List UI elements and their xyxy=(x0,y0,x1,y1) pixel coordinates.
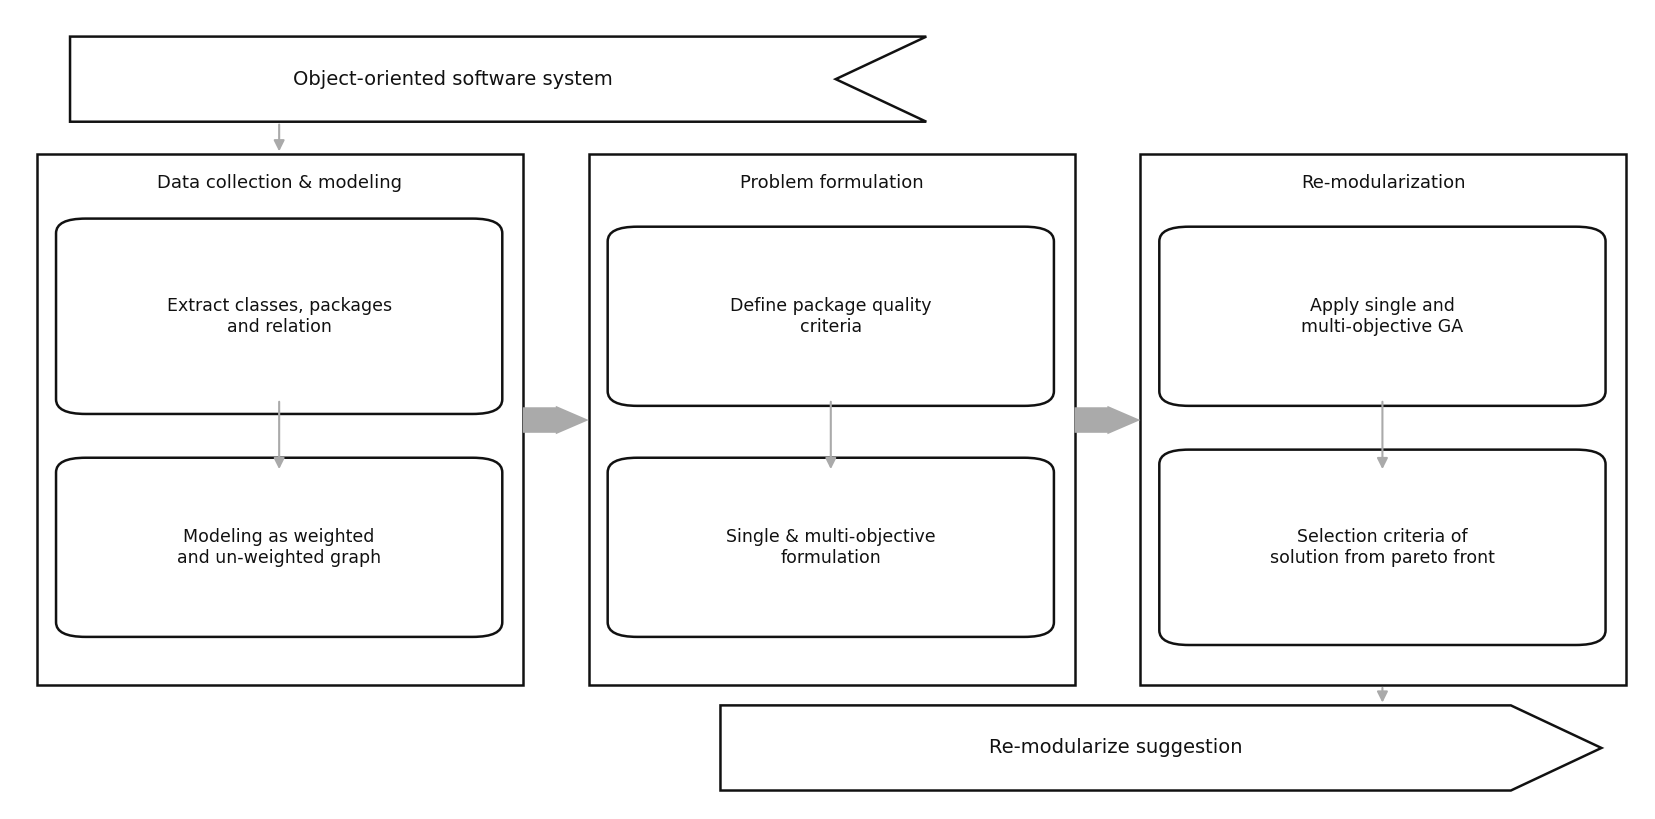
Text: Modeling as weighted
and un-weighted graph: Modeling as weighted and un-weighted gra… xyxy=(177,528,381,567)
FancyBboxPatch shape xyxy=(1158,227,1605,406)
Polygon shape xyxy=(1074,406,1140,434)
FancyBboxPatch shape xyxy=(607,458,1054,637)
Polygon shape xyxy=(720,705,1602,790)
Text: Object-oriented software system: Object-oriented software system xyxy=(293,70,612,88)
FancyBboxPatch shape xyxy=(56,219,501,414)
Polygon shape xyxy=(70,37,927,122)
Text: Re-modularization: Re-modularization xyxy=(1301,174,1465,192)
Text: Re-modularize suggestion: Re-modularize suggestion xyxy=(990,739,1243,758)
FancyBboxPatch shape xyxy=(607,227,1054,406)
FancyBboxPatch shape xyxy=(56,458,501,637)
Text: Selection criteria of
solution from pareto front: Selection criteria of solution from pare… xyxy=(1269,528,1494,567)
Text: Extract classes, packages
and relation: Extract classes, packages and relation xyxy=(167,296,392,336)
FancyBboxPatch shape xyxy=(1158,450,1605,645)
Text: Single & multi-objective
formulation: Single & multi-objective formulation xyxy=(727,528,935,567)
Bar xyxy=(36,154,523,686)
Bar xyxy=(589,154,1074,686)
Polygon shape xyxy=(523,406,589,434)
Text: Define package quality
criteria: Define package quality criteria xyxy=(730,296,932,336)
Text: Data collection & modeling: Data collection & modeling xyxy=(157,174,402,192)
Text: Problem formulation: Problem formulation xyxy=(740,174,923,192)
Bar xyxy=(1140,154,1627,686)
Text: Apply single and
multi-objective GA: Apply single and multi-objective GA xyxy=(1301,296,1463,336)
